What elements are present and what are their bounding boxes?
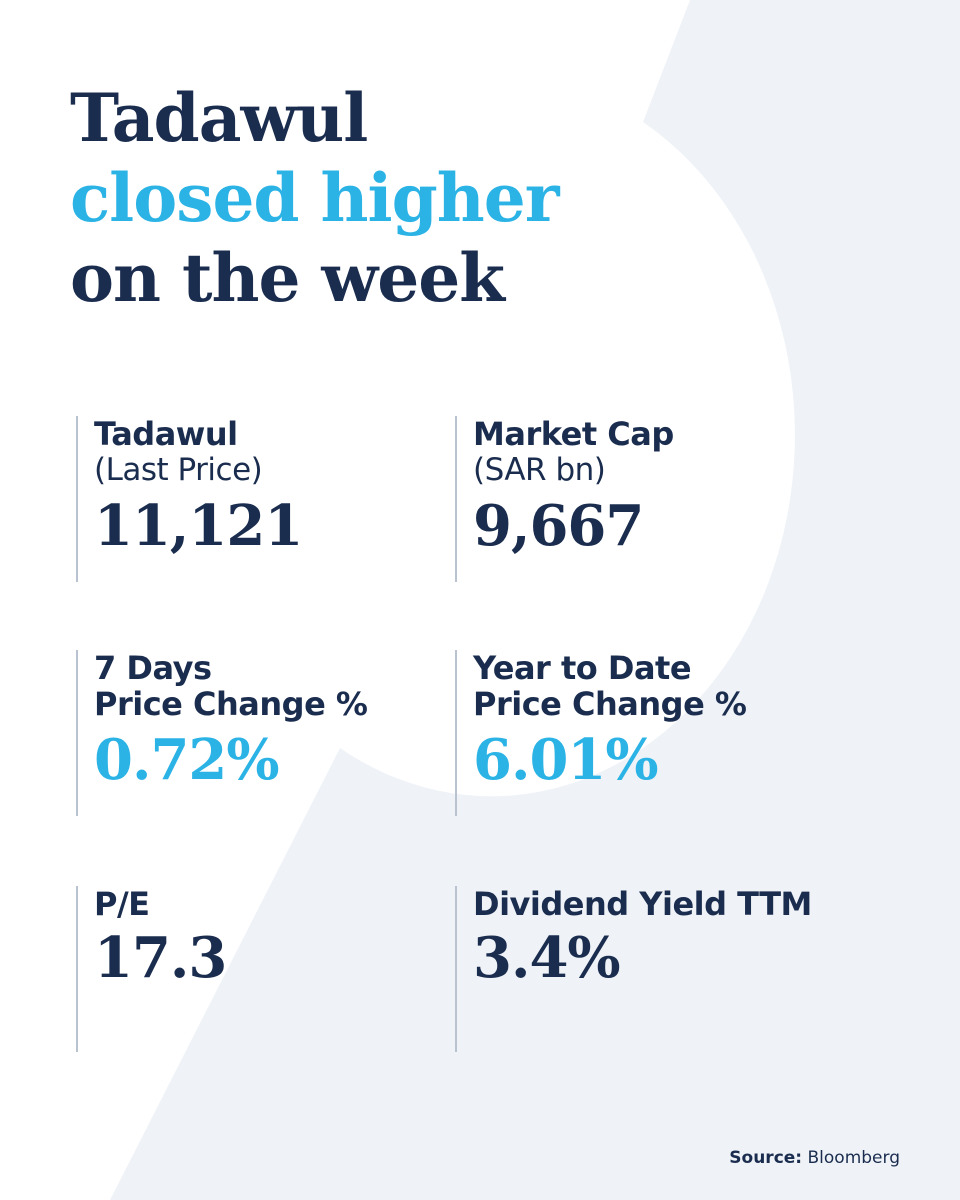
source-name: Bloomberg <box>807 1148 900 1168</box>
stat-value: 9,667 <box>473 493 644 559</box>
stat-label: P/E <box>94 885 150 923</box>
stat-sublabel: Price Change % <box>94 685 368 723</box>
stat-sublabel: (Last Price) <box>94 452 263 488</box>
stat-last-price: Tadawul (Last Price) 11,121 <box>76 416 436 582</box>
headline: Tadawul closed higher on the week <box>70 78 560 318</box>
stat-value: 11,121 <box>94 493 303 559</box>
headline-line-1: Tadawul <box>70 79 368 157</box>
stat-value: 3.4% <box>473 925 621 991</box>
source-credit: Source: Bloomberg <box>729 1148 900 1168</box>
stat-label: Year to Date <box>473 649 692 687</box>
stat-label: Dividend Yield TTM <box>473 885 812 923</box>
stat-sublabel: (SAR bn) <box>473 452 606 488</box>
stat-value: 0.72% <box>94 727 280 793</box>
stat-label: Tadawul <box>94 415 238 453</box>
stat-label: Market Cap <box>473 415 674 453</box>
stat-7-days-change: 7 Days Price Change % 0.72% <box>76 650 436 816</box>
stat-label: 7 Days <box>94 649 212 687</box>
stat-value: 6.01% <box>473 727 659 793</box>
stat-pe-ratio: P/E 17.3 <box>76 886 436 1052</box>
headline-line-2: closed higher <box>70 159 560 237</box>
stat-value: 17.3 <box>94 925 227 991</box>
headline-line-3: on the week <box>70 239 505 317</box>
stat-ytd-change: Year to Date Price Change % 6.01% <box>455 650 815 816</box>
source-label: Source: <box>729 1148 803 1168</box>
stat-market-cap: Market Cap (SAR bn) 9,667 <box>455 416 815 582</box>
stat-sublabel: Price Change % <box>473 685 747 723</box>
stat-dividend-yield: Dividend Yield TTM 3.4% <box>455 886 815 1052</box>
